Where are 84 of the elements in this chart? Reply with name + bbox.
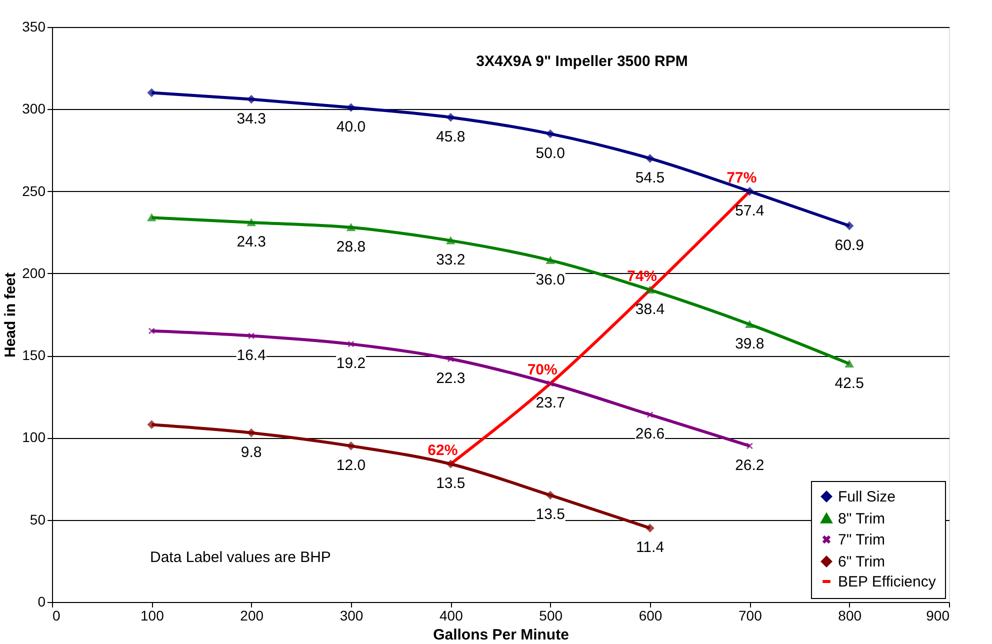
annotation: 34.3 bbox=[236, 110, 266, 128]
annotation: 11.4 bbox=[636, 539, 664, 556]
annotation: 24.3 bbox=[236, 234, 266, 250]
x-tick-label: 100 bbox=[140, 608, 164, 624]
y-tick-label: 100 bbox=[22, 429, 46, 446]
annotation: 26.6 bbox=[635, 426, 665, 443]
point bbox=[646, 524, 654, 532]
annotation: 62% bbox=[428, 442, 458, 459]
point bbox=[346, 103, 356, 112]
point bbox=[546, 491, 554, 500]
annotation: 9.8 bbox=[240, 444, 262, 461]
x-tick-label: 500 bbox=[539, 608, 563, 624]
annotation: 38.4 bbox=[635, 300, 665, 318]
point bbox=[646, 411, 654, 418]
x-tick-label: 600 bbox=[638, 608, 662, 624]
legend-label: 7" Trim bbox=[838, 532, 885, 548]
point bbox=[247, 218, 256, 226]
x-tick-label: 300 bbox=[340, 608, 364, 624]
y-axis-title: Head in feet bbox=[2, 272, 20, 358]
x-tick-label: 800 bbox=[838, 608, 862, 624]
point bbox=[248, 332, 255, 340]
annotation: 19.2 bbox=[336, 355, 366, 372]
annotation: 39.8 bbox=[735, 335, 764, 352]
point bbox=[546, 256, 554, 264]
point bbox=[348, 340, 354, 348]
annotation: 36.0 bbox=[536, 271, 565, 288]
y-tick-label: 350 bbox=[22, 18, 46, 34]
legend-label: Full Size bbox=[838, 488, 896, 506]
point bbox=[546, 130, 554, 138]
y-tick-label: 250 bbox=[22, 182, 46, 199]
point bbox=[247, 428, 256, 437]
point bbox=[148, 420, 156, 429]
point bbox=[148, 214, 156, 222]
x-tick-label: 200 bbox=[240, 608, 264, 624]
point bbox=[845, 360, 854, 368]
point bbox=[446, 113, 455, 122]
point bbox=[148, 88, 156, 97]
annotation: Data Label values are BHP bbox=[150, 549, 331, 566]
y-tick-label: 0 bbox=[38, 594, 46, 610]
y-tick-label: 200 bbox=[22, 264, 46, 281]
annotation: 13.5 bbox=[536, 506, 565, 524]
annotation: 42.5 bbox=[834, 374, 864, 392]
annotation: 13.5 bbox=[436, 475, 466, 492]
point bbox=[746, 442, 754, 450]
x-tick-label: 700 bbox=[738, 608, 762, 624]
point bbox=[546, 380, 554, 387]
point bbox=[148, 327, 156, 334]
point bbox=[646, 286, 654, 294]
annotation: 70% bbox=[527, 362, 558, 378]
annotation: 23.7 bbox=[536, 394, 565, 412]
point bbox=[447, 355, 454, 362]
x-axis-title: Gallons Per Minute bbox=[433, 626, 569, 644]
legend-label: 6" Trim bbox=[838, 554, 885, 570]
annotation: 54.5 bbox=[635, 169, 665, 186]
annotation: 45.8 bbox=[436, 128, 466, 146]
annotation: 26.2 bbox=[735, 456, 764, 474]
point bbox=[646, 154, 654, 163]
point bbox=[247, 95, 256, 104]
legend-label: 8" Trim bbox=[838, 510, 885, 528]
point bbox=[746, 187, 754, 196]
x-tick-label: 900 bbox=[926, 608, 950, 624]
point bbox=[746, 320, 754, 328]
annotation: 77% bbox=[726, 169, 757, 186]
annotation: 22.3 bbox=[436, 370, 466, 387]
annotation: 40.0 bbox=[336, 118, 366, 136]
point bbox=[446, 460, 455, 468]
y-tick-label: 300 bbox=[22, 100, 46, 117]
point bbox=[346, 224, 356, 232]
annotation: 60.9 bbox=[834, 236, 864, 254]
point bbox=[346, 442, 356, 450]
x-tick-label: 400 bbox=[439, 608, 464, 624]
annotation: 16.4 bbox=[236, 346, 266, 364]
legend-label: BEP Efficiency bbox=[838, 574, 936, 590]
annotation: 50.0 bbox=[536, 144, 565, 162]
annotation: 12.0 bbox=[336, 456, 366, 474]
point bbox=[845, 222, 854, 230]
annotation: 57.4 bbox=[735, 202, 764, 220]
x-tick-label: 0 bbox=[52, 608, 60, 624]
annotation: 28.8 bbox=[336, 238, 366, 256]
text: 3X4X9A 9" Impeller 3500 RPM bbox=[476, 53, 688, 70]
y-tick-label: 50 bbox=[30, 511, 46, 528]
y-tick-label: 150 bbox=[22, 347, 46, 364]
annotation: 33.2 bbox=[436, 252, 466, 269]
point bbox=[446, 236, 455, 244]
